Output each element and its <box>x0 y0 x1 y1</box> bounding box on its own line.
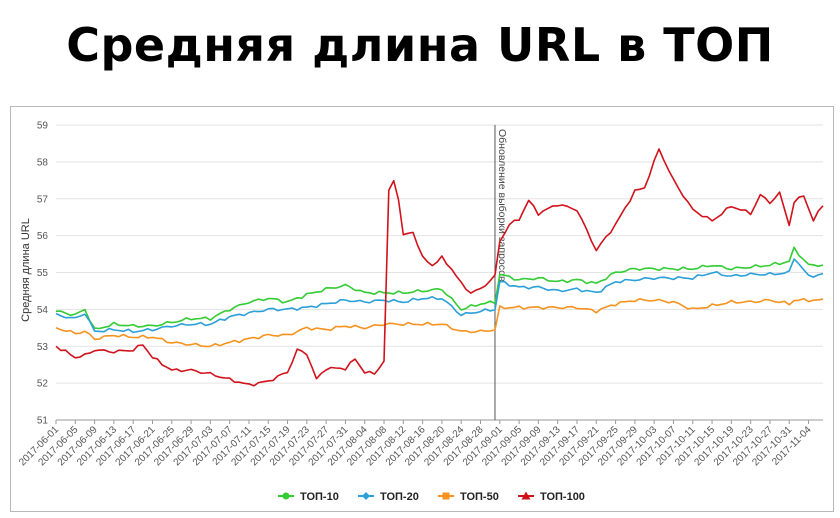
y-tick-label: 58 <box>37 157 49 168</box>
legend-item: ТОП-10 <box>278 491 339 503</box>
series-line <box>55 246 824 330</box>
y-tick-label: 55 <box>37 268 49 279</box>
series-ТОП-20 <box>55 258 824 334</box>
legend-label: ТОП-10 <box>300 491 339 503</box>
legend-marker <box>362 492 370 500</box>
y-tick-label: 52 <box>37 379 49 390</box>
series-layer <box>55 148 824 387</box>
legend: ТОП-10 ТОП-20 ТОП-50 ТОП-100 <box>278 491 585 503</box>
legend-item: ТОП-50 <box>438 491 499 503</box>
legend-marker <box>282 492 290 500</box>
page-title: Средняя длина URL в ТОП <box>66 18 774 72</box>
annotation-layer: Обновление выборки запросов <box>494 125 508 420</box>
series-line <box>55 297 824 348</box>
line-chart: 5152535455565758592017-06-012017-06-0520… <box>17 121 824 503</box>
y-tick-label: 51 <box>37 416 49 427</box>
y-tick-label: 54 <box>37 305 49 316</box>
grid-layer: 5152535455565758592017-06-012017-06-0520… <box>17 121 823 468</box>
y-tick-label: 53 <box>37 342 49 353</box>
chart-frame: 51 52 53 54 55 56 57 58 59 2017-06-01 2017-06-05 20… <box>10 106 834 512</box>
legend-label: ТОП-20 <box>380 491 419 503</box>
axis-layer: Средняя длина URL <box>20 218 32 322</box>
y-tick-label: 59 <box>37 121 49 132</box>
legend-item: ТОП-100 <box>518 491 585 503</box>
legend-item: ТОП-20 <box>358 491 419 503</box>
y-tick-label: 57 <box>37 194 49 205</box>
series-ТОП-50 <box>55 297 824 348</box>
y-tick-label: 56 <box>37 231 49 242</box>
series-line <box>55 148 824 387</box>
legend-label: ТОП-100 <box>540 491 585 503</box>
legend-marker <box>521 491 531 500</box>
legend-label: ТОП-50 <box>460 491 499 503</box>
series-line <box>55 258 824 334</box>
series-ТОП-10 <box>55 246 824 330</box>
series-ТОП-100 <box>55 148 824 387</box>
legend-marker <box>442 492 450 500</box>
y-axis-title: Средняя длина URL <box>20 218 32 322</box>
